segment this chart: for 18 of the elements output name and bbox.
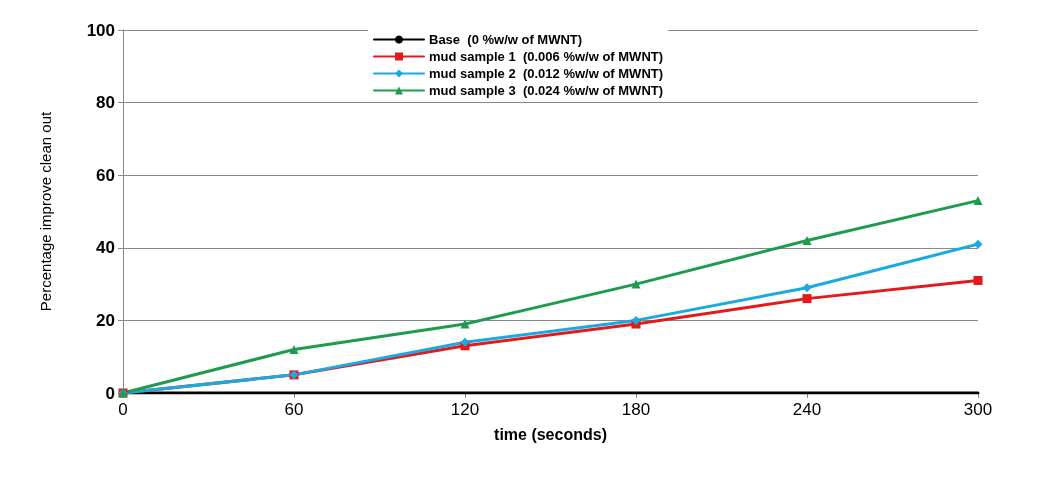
y-tick-label: 40 <box>96 238 115 258</box>
y-tick-label: 60 <box>96 165 115 185</box>
x-tick-label: 60 <box>284 400 304 419</box>
x-tick-label: 120 <box>450 400 480 419</box>
legend-label: mud sample 1 (0.006 %w/w of MWNT) <box>429 49 664 64</box>
x-tick-label: 0 <box>118 400 128 419</box>
y-tick-label: 0 <box>105 383 115 403</box>
y-axis-title: Percentage improve clean out <box>37 111 54 312</box>
legend-label: mud sample 2 (0.012 %w/w of MWNT) <box>429 66 664 81</box>
y-tick-label: 100 <box>86 20 115 40</box>
y-tick-label: 20 <box>96 310 115 330</box>
x-tick-label: 240 <box>792 400 822 419</box>
legend-label: Base (0 %w/w of MWNT) <box>429 32 583 47</box>
x-tick-label: 180 <box>621 400 651 419</box>
x-tick-label: 300 <box>963 400 993 419</box>
y-tick-label: 80 <box>96 93 115 113</box>
x-axis-title: time (seconds) <box>494 425 607 443</box>
legend-label: mud sample 3 (0.024 %w/w of MWNT) <box>429 83 664 98</box>
